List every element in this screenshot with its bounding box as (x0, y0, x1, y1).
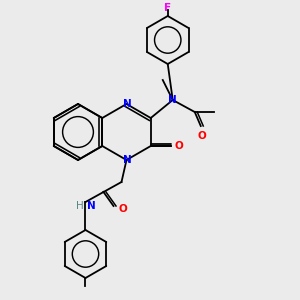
Text: O: O (197, 131, 206, 141)
Text: O: O (118, 204, 127, 214)
Text: F: F (164, 3, 171, 13)
Text: N: N (168, 95, 177, 105)
Text: H: H (76, 201, 83, 211)
Text: N: N (123, 155, 132, 165)
Text: O: O (175, 141, 184, 151)
Text: N: N (123, 99, 132, 109)
Text: N: N (88, 201, 96, 211)
